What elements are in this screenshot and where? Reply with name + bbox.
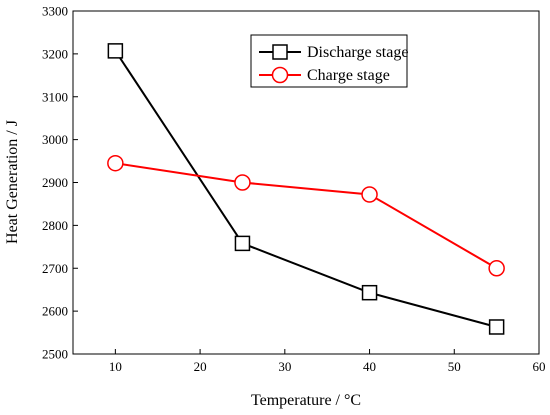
charge-series-line — [115, 162, 498, 270]
charge-data-point — [234, 174, 251, 191]
x-tick-label: 30 — [278, 359, 291, 374]
y-tick-label: 3300 — [42, 4, 68, 19]
y-tick-label: 2900 — [42, 175, 68, 190]
legend-discharge-marker — [272, 44, 288, 60]
y-tick-label: 2600 — [42, 304, 68, 319]
discharge-data-point — [361, 284, 378, 301]
x-tick-label: 40 — [363, 359, 376, 374]
x-tick-label: 60 — [533, 359, 546, 374]
legend-charge-label: Charge stage — [307, 67, 390, 84]
y-tick-label: 2800 — [42, 218, 68, 233]
discharge-series-line — [114, 50, 497, 328]
series-layer — [107, 43, 505, 335]
discharge-data-point — [234, 235, 251, 252]
charge-data-point — [488, 260, 505, 277]
y-tick-label: 3100 — [42, 89, 68, 104]
y-tick-label: 2500 — [42, 347, 68, 362]
y-tick-label: 2700 — [42, 261, 68, 276]
discharge-data-point — [107, 43, 124, 59]
legend: Discharge stage Charge stage — [250, 34, 408, 88]
discharge-data-point — [488, 319, 505, 335]
legend-charge-marker — [271, 66, 289, 84]
y-axis-title: Heat Generation / J — [4, 120, 21, 244]
legend-discharge-label: Discharge stage — [307, 44, 408, 61]
charge-data-point — [361, 186, 378, 203]
charge-data-point — [107, 154, 124, 172]
axis-ticks: 10 20 30 40 50 60 2500 2600 2700 2800 2900 3000 3100… — [42, 4, 546, 375]
y-tick-label: 3000 — [42, 132, 68, 147]
x-tick-label: 50 — [448, 359, 461, 374]
x-tick-label: 20 — [194, 359, 207, 374]
y-tick-label: 3200 — [42, 46, 68, 61]
x-tick-label: 10 — [109, 359, 122, 374]
x-axis-title: Temperature / °C — [251, 392, 361, 409]
